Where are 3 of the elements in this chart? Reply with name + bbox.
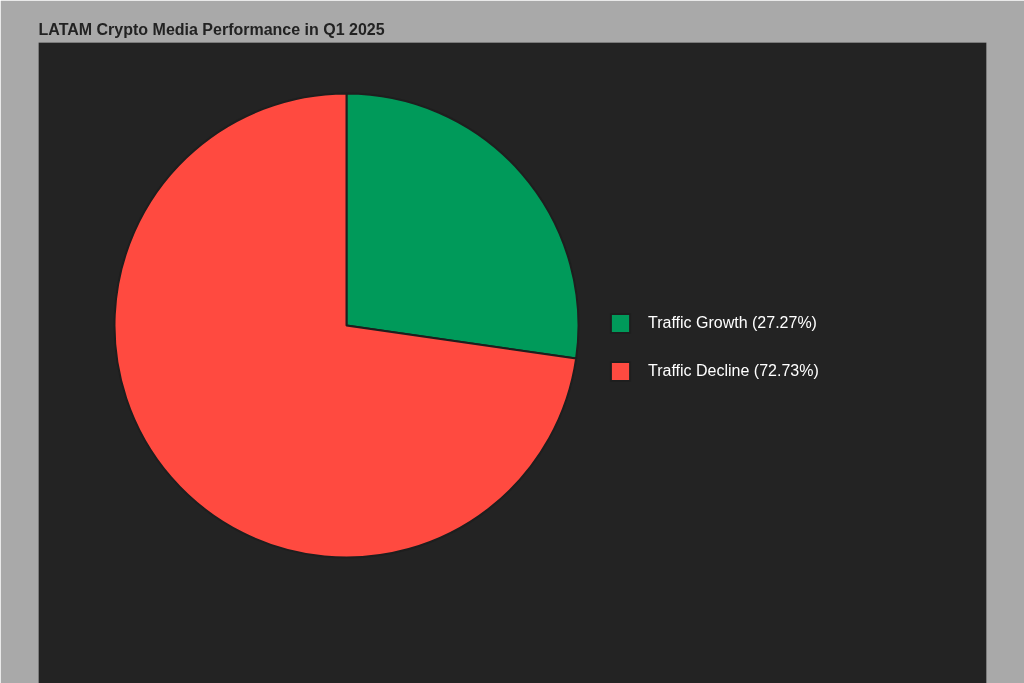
legend-label: Traffic Growth (27.27%): [648, 314, 817, 332]
legend-label: Traffic Decline (72.73%): [648, 362, 819, 380]
chart-title: LATAM Crypto Media Performance in Q1 2025: [38, 20, 385, 38]
